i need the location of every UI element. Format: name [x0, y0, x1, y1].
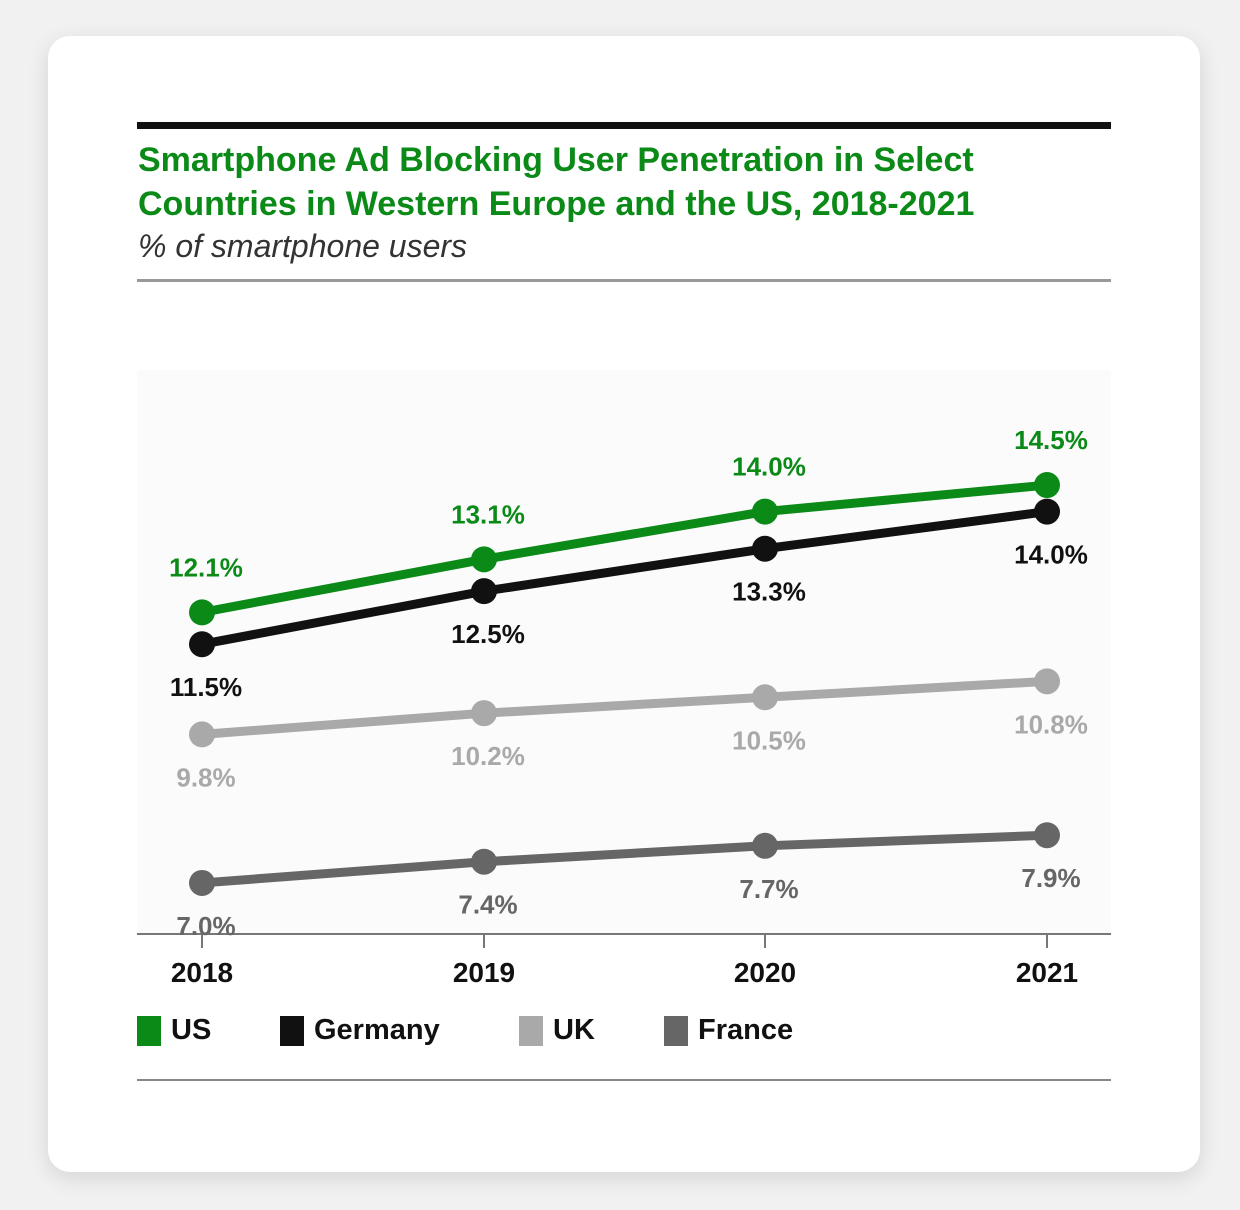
data-label-france-2018: 7.0%	[176, 911, 235, 941]
legend-item-uk: UK	[519, 1014, 664, 1047]
data-label-us-2021: 14.5%	[1014, 425, 1088, 455]
data-label-germany-2018: 11.5%	[170, 672, 242, 702]
legend-label-us: US	[171, 1014, 212, 1046]
data-label-uk-2021: 10.8%	[1014, 709, 1088, 739]
point-uk-2021	[1034, 668, 1060, 695]
subtitle-rule	[137, 279, 1111, 282]
data-label-uk-2018: 9.8%	[176, 762, 235, 792]
data-label-germany-2019: 12.5%	[451, 619, 525, 649]
data-label-france-2019: 7.4%	[458, 890, 517, 920]
series-line-uk	[197, 676, 1052, 739]
bottom-rule	[137, 1079, 1111, 1081]
legend-swatch-us	[137, 1015, 161, 1046]
point-germany-2018	[189, 631, 215, 658]
data-label-uk-2020: 10.5%	[732, 725, 806, 755]
point-france-2020	[752, 832, 778, 859]
point-us-2018	[189, 599, 215, 626]
legend-swatch-uk	[519, 1015, 543, 1046]
point-germany-2021	[1034, 498, 1060, 525]
legend-item-us: US	[137, 1014, 280, 1047]
point-uk-2019	[471, 700, 497, 727]
point-france-2019	[471, 848, 497, 875]
point-uk-2020	[752, 684, 778, 711]
point-uk-2018	[189, 721, 215, 748]
data-label-france-2020: 7.7%	[739, 874, 798, 904]
legend-item-france: France	[664, 1014, 793, 1047]
x-tick-label-2020: 2020	[734, 957, 796, 988]
point-germany-2019	[471, 578, 497, 605]
legend-label-uk: UK	[553, 1014, 595, 1046]
data-label-germany-2021: 14.0%	[1014, 540, 1088, 570]
point-us-2021	[1034, 472, 1060, 499]
x-tick-label-2018: 2018	[171, 957, 233, 988]
chart-subtitle: % of smartphone users	[138, 228, 468, 264]
series-line-us	[197, 480, 1052, 617]
legend-swatch-germany	[280, 1015, 304, 1046]
point-germany-2020	[752, 535, 778, 562]
data-label-germany-2020: 13.3%	[732, 577, 806, 607]
data-label-us-2019: 13.1%	[451, 499, 525, 529]
data-label-uk-2019: 10.2%	[451, 741, 525, 771]
chart-legend: US Germany UK France	[137, 1014, 793, 1047]
series-line-france	[197, 830, 1052, 888]
legend-item-germany: Germany	[280, 1014, 519, 1047]
point-us-2020	[752, 498, 778, 525]
point-us-2019	[471, 546, 497, 573]
x-tick-label-2021: 2021	[1016, 957, 1078, 988]
legend-label-france: France	[698, 1014, 794, 1046]
data-label-us-2018: 12.1%	[169, 552, 243, 582]
data-label-us-2020: 14.0%	[732, 452, 806, 482]
point-france-2018	[189, 869, 215, 896]
chart-title: Smartphone Ad Blocking User Penetration …	[138, 141, 975, 223]
data-label-france-2021: 7.9%	[1021, 863, 1080, 893]
x-tick-label-2019: 2019	[453, 957, 515, 988]
legend-label-germany: Germany	[314, 1014, 440, 1046]
legend-swatch-france	[664, 1015, 688, 1046]
series-line-germany	[197, 507, 1052, 649]
title-top-rule	[137, 122, 1111, 129]
point-france-2021	[1034, 822, 1060, 849]
